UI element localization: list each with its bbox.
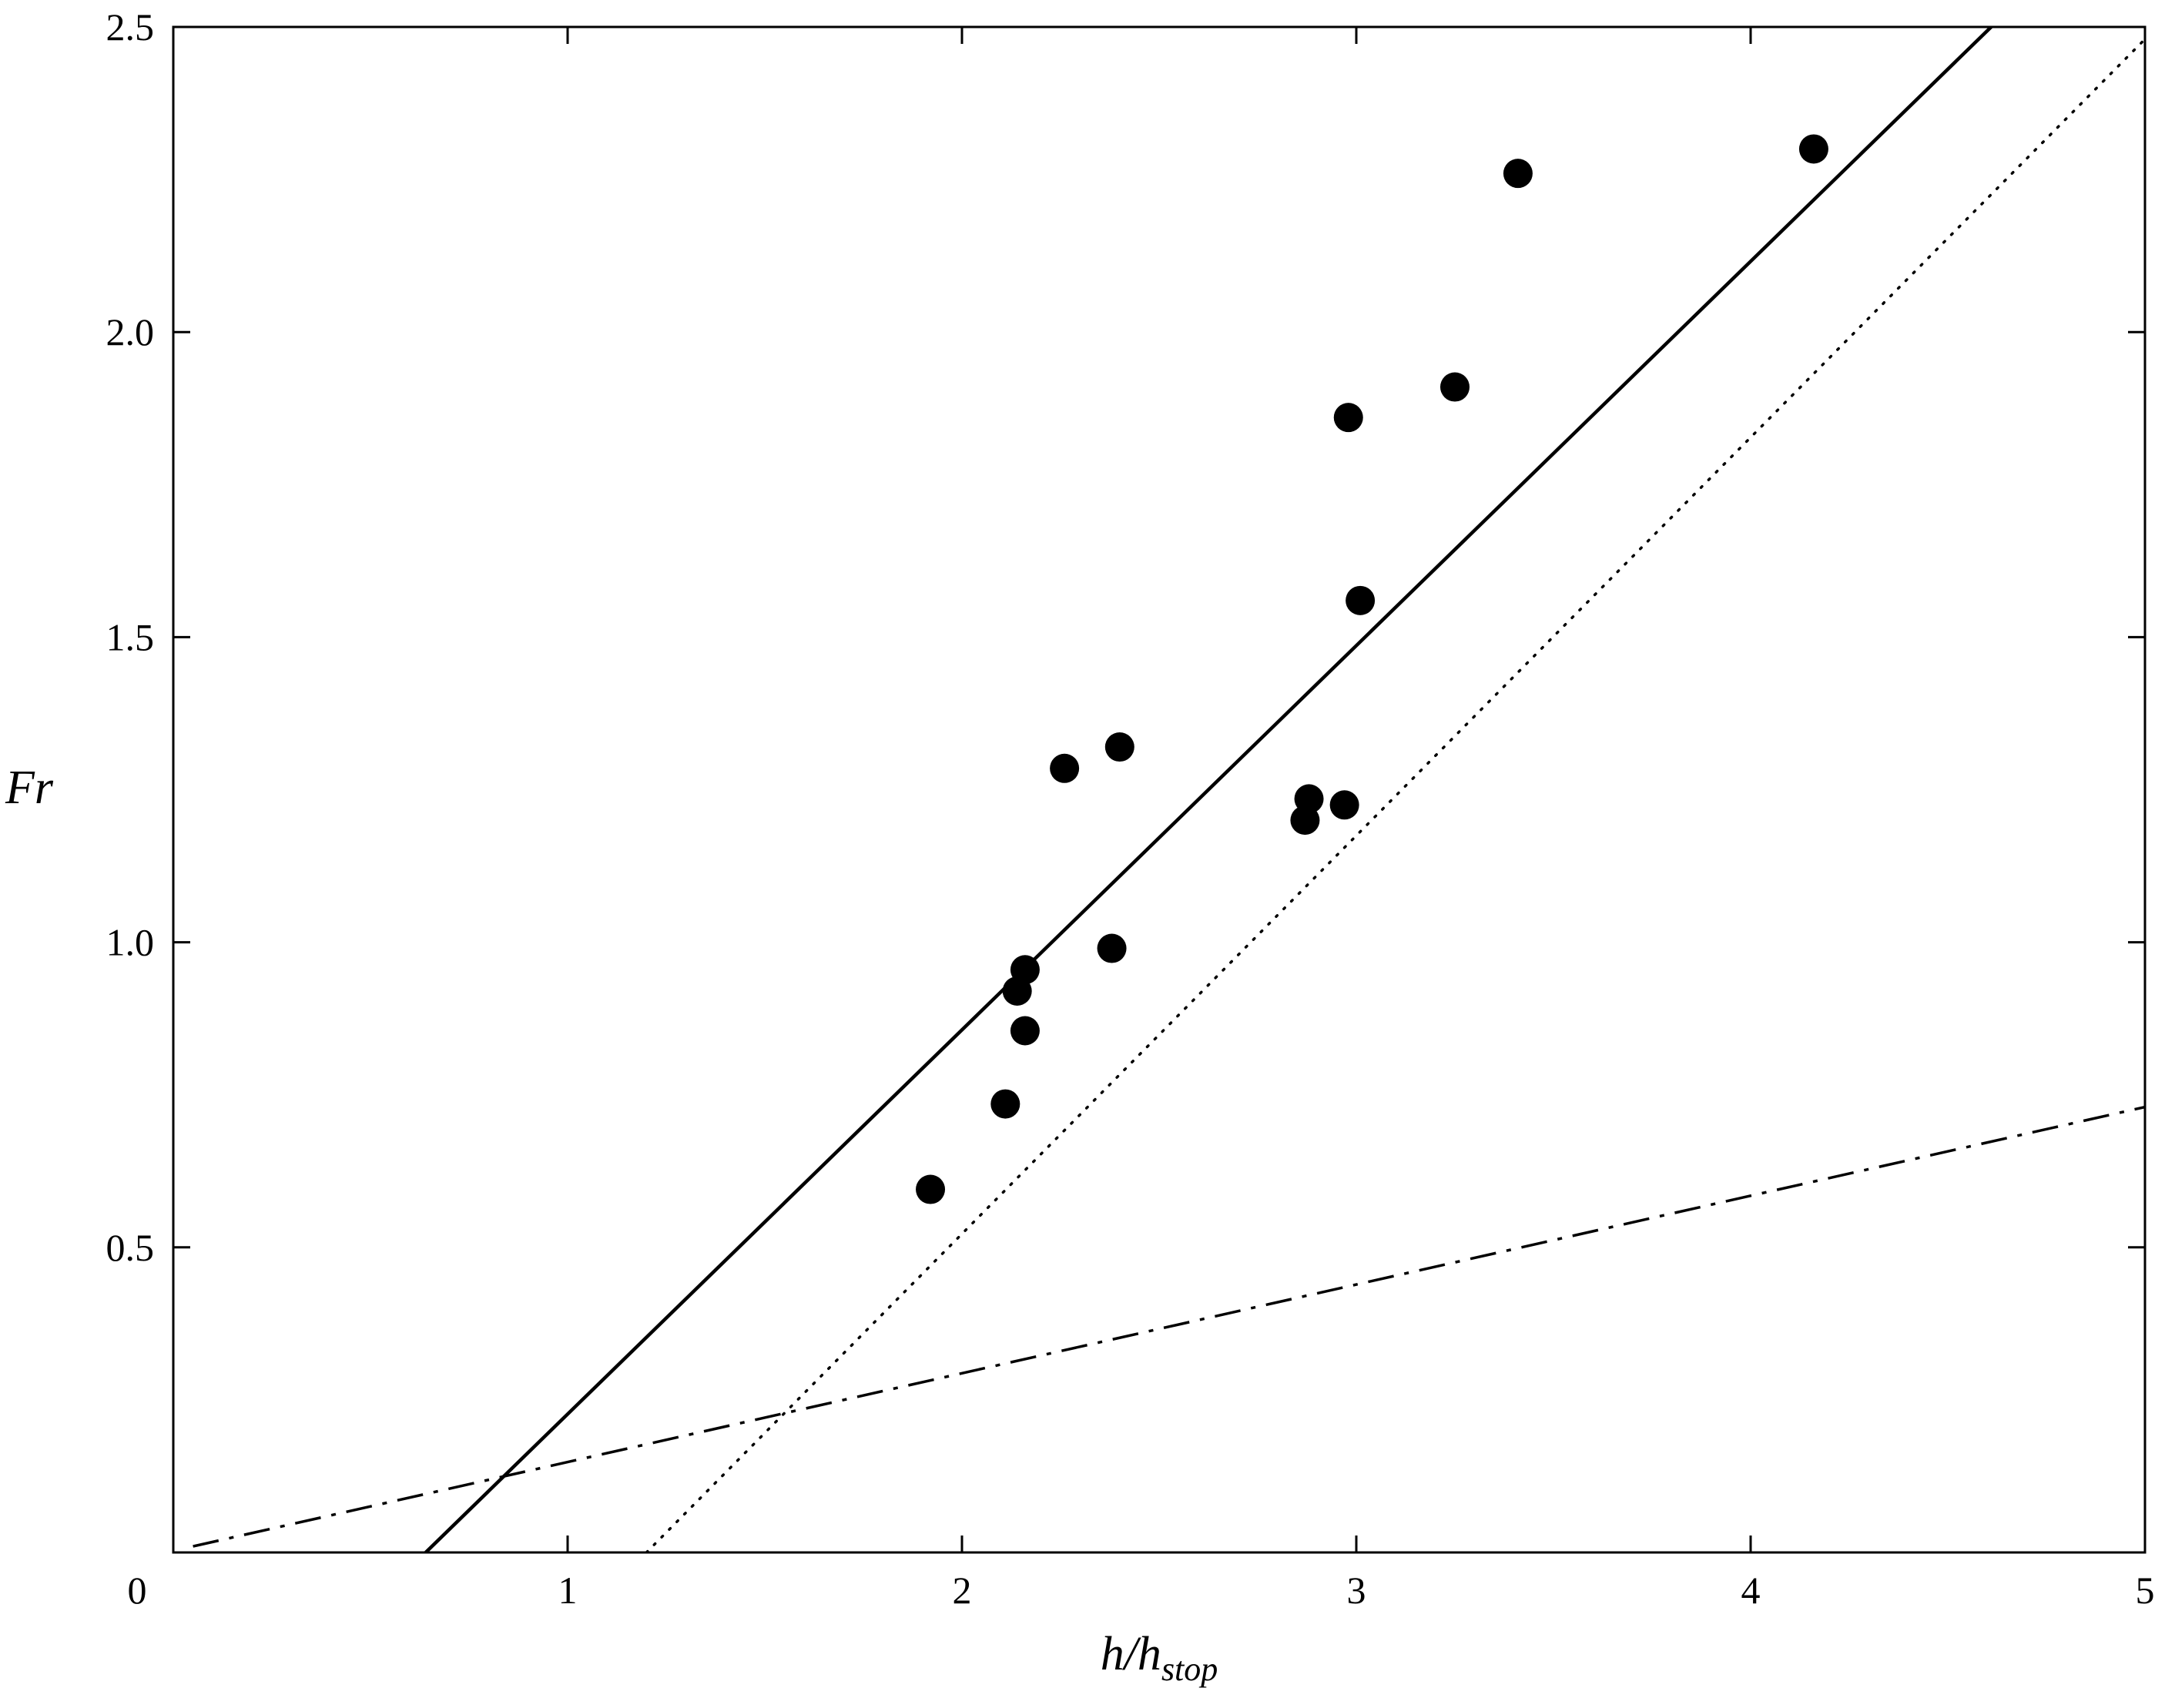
data-point [1010,955,1040,985]
y-axis-title: Fr [5,762,54,814]
x-tick-label: 3 [1347,1569,1366,1612]
data-point [1503,159,1533,189]
data-point [990,1089,1020,1119]
x-axis-ticks: 0 1 2 3 4 5 [128,27,2155,1612]
fit-lines [193,27,2145,1552]
data-point [1329,790,1359,820]
x-axis-title: h/hstop [1101,1628,1218,1688]
x-tick-label: 5 [2136,1569,2155,1612]
y-tick-label: 2.5 [106,5,155,49]
x-tick-label: 1 [558,1569,578,1612]
x-axis-title-main: h/h [1101,1628,1161,1680]
data-point [1294,784,1324,814]
data-point [1104,732,1134,762]
data-point [1097,933,1127,963]
x-tick-label: 2 [953,1569,972,1612]
y-tick-label: 2.0 [106,310,155,353]
x-axis-title-subscript: stop [1161,1650,1218,1688]
data-point [916,1174,946,1204]
data-point [1798,134,1828,164]
y-tick-label: 1.5 [106,615,155,658]
dotted-line [645,38,2145,1552]
y-tick-label: 0.5 [106,1226,155,1269]
data-point [1346,585,1376,615]
solid-line [424,27,1992,1552]
data-points [916,134,1828,1204]
data-point [1010,1016,1040,1046]
y-tick-label: 1.0 [106,921,155,964]
dash-dot-line [193,1105,2145,1548]
x-tick-label: 4 [1741,1569,1761,1612]
x-tick-label: 0 [128,1569,147,1612]
y-axis-ticks: 0.5 1.0 1.5 2.0 2.5 [106,5,2145,1269]
plot-frame [172,25,2147,1554]
data-point [1333,403,1363,433]
data-point [1050,753,1080,783]
data-point [1440,372,1470,402]
